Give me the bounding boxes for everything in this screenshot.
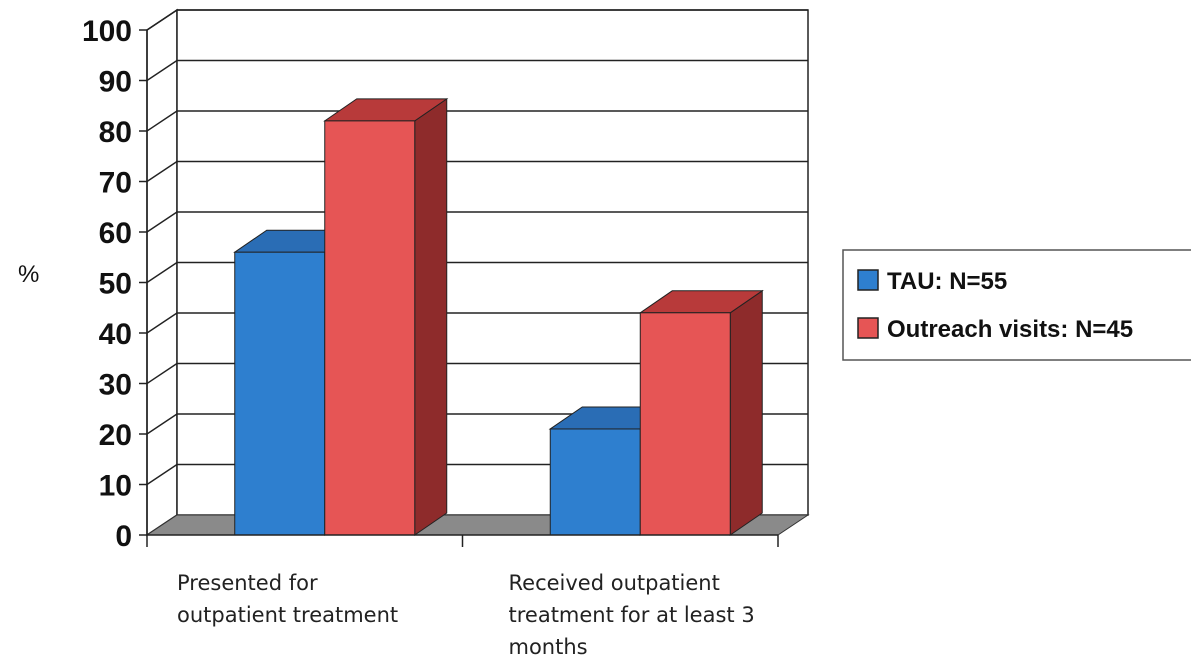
bar-front xyxy=(549,428,641,536)
bar-front xyxy=(639,312,731,536)
category-label-line: Presented for xyxy=(177,571,318,595)
y-tick-label: 0 xyxy=(115,520,132,553)
category-label: Received outpatient treatment for at leas… xyxy=(509,571,755,659)
y-axis-label: % xyxy=(18,261,39,288)
gridline xyxy=(146,312,808,334)
bar-1-1 xyxy=(638,289,764,536)
gridlines xyxy=(146,9,808,486)
y-tick-label: 70 xyxy=(99,167,132,200)
gridline xyxy=(146,160,808,183)
y-tick-label: 10 xyxy=(99,470,132,503)
legend-label: Outreach visits: N=45 xyxy=(887,316,1133,343)
y-tick-labels: 0 10 20 30 40 50 60 70 80 90 100 xyxy=(82,15,132,553)
gridline xyxy=(146,9,808,31)
gridline xyxy=(146,261,808,284)
y-tick-label: 30 xyxy=(99,369,132,402)
legend: TAU: N=55 Outreach visits: N=45 xyxy=(842,249,1191,361)
gridline xyxy=(146,211,808,233)
category-label-line: outpatient treatment xyxy=(177,603,398,627)
bar-side xyxy=(729,289,763,536)
y-tick-label: 20 xyxy=(99,419,132,452)
gridline xyxy=(146,59,808,82)
category-label-line: Received outpatient xyxy=(509,571,720,595)
legend-box xyxy=(842,249,1191,361)
y-tick-label: 60 xyxy=(99,217,132,250)
bar-1-0 xyxy=(323,97,449,536)
legend-label: TAU: N=55 xyxy=(887,268,1007,295)
y-tick-label: 40 xyxy=(99,318,132,351)
category-label-line: months xyxy=(509,635,588,659)
y-tick-label: 50 xyxy=(99,268,132,301)
y-tick-label: 90 xyxy=(99,66,132,99)
bar-front xyxy=(234,251,326,536)
gridline xyxy=(146,110,808,132)
axes xyxy=(139,29,779,547)
category-label-line: treatment for at least 3 xyxy=(509,603,755,627)
y-tick-label: 80 xyxy=(99,116,132,149)
legend-swatch xyxy=(857,317,879,339)
category-label: Presented for outpatient treatment xyxy=(177,571,398,627)
category-labels: Presented for outpatient treatment Receive… xyxy=(177,571,755,659)
legend-swatch xyxy=(857,269,879,291)
bar-side xyxy=(414,97,448,536)
y-tick-label: 100 xyxy=(82,15,132,48)
gridline xyxy=(146,362,808,385)
bar-front xyxy=(324,120,416,536)
bars xyxy=(233,97,764,536)
